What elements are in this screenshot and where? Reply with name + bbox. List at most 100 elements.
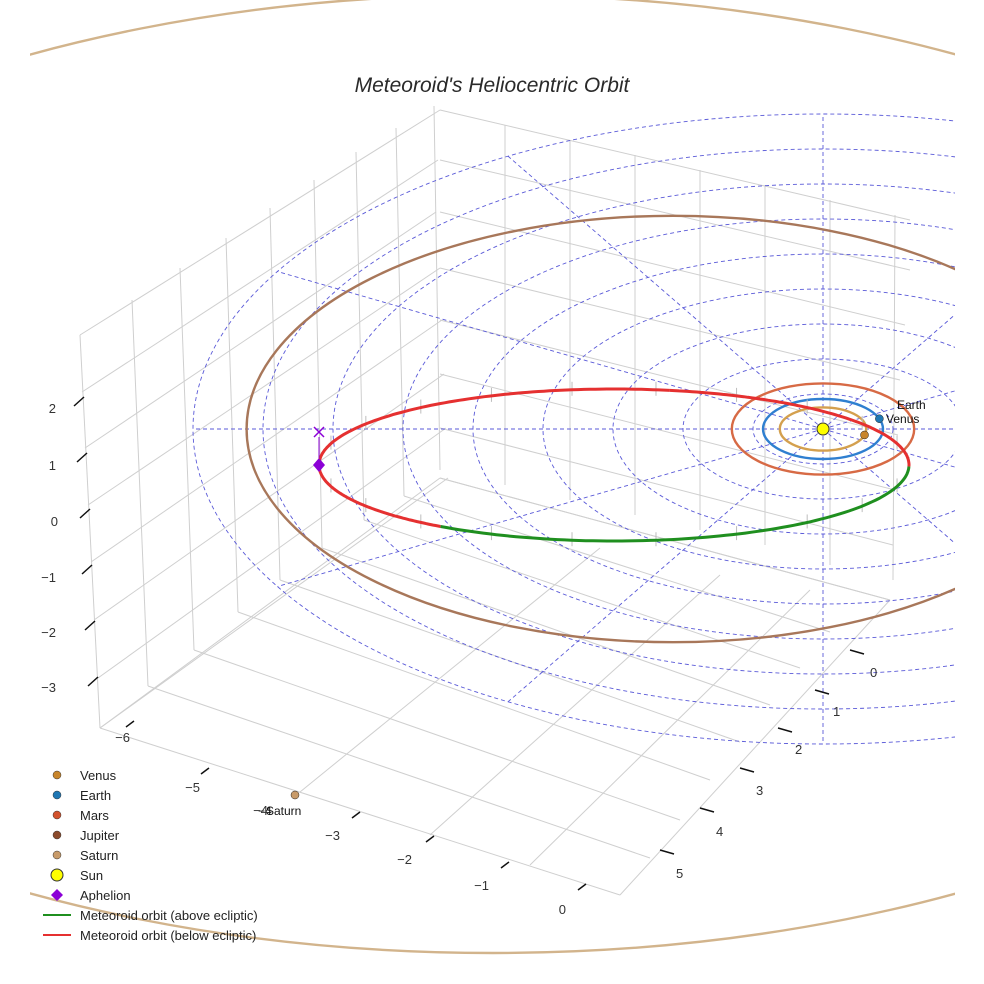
legend-item: Saturn [40, 845, 258, 865]
aphelion-projection [313, 426, 325, 438]
meteoroid-orbit-below [317, 465, 441, 528]
x-tick-label: −6 [115, 730, 130, 745]
legend-dot [52, 830, 62, 840]
legend-item: Sun [40, 865, 258, 885]
legend-item: Meteoroid orbit (above ecliptic) [40, 905, 258, 925]
planet-label: M [964, 403, 974, 417]
meteoroid-orbit-below [669, 388, 911, 467]
grid-line [439, 109, 911, 221]
legend-swatch-icon [43, 914, 71, 916]
y-tick-mark [739, 767, 755, 773]
grid-line [395, 127, 405, 497]
grid-line [299, 547, 601, 793]
z-tick-mark [84, 620, 96, 631]
legend-label: Earth [80, 787, 112, 803]
legend-item: Meteoroid orbit (below ecliptic) [40, 925, 258, 945]
earth-marker [875, 414, 884, 423]
saturn-marker [290, 790, 300, 800]
grid-line [439, 427, 894, 546]
legend-item: Jupiter [40, 825, 258, 845]
orbit-saturn [30, 0, 955, 955]
x-tick-label: −1 [474, 878, 489, 893]
legend-item: Venus [40, 765, 258, 785]
grid-line [529, 589, 811, 866]
grid-line [99, 477, 449, 729]
planet-label: Earth [897, 398, 926, 412]
legend-label: Meteoroid orbit (below ecliptic) [80, 927, 257, 943]
orbit-earth [761, 397, 885, 461]
legend-swatch-icon [50, 868, 64, 882]
legend-label: Aphelion [80, 887, 131, 903]
grid-line [79, 109, 441, 336]
planet-label: Venus [886, 412, 919, 426]
grid-line [363, 519, 801, 669]
y-tick-label: 1 [833, 704, 840, 719]
grid-line [313, 179, 323, 549]
legend-swatch-icon [52, 850, 62, 860]
meteoroid-orbit-above [440, 466, 911, 543]
grid-line [225, 237, 239, 613]
y-tick-label: 5 [676, 866, 683, 881]
grid-line [269, 207, 281, 581]
grid-line [131, 299, 149, 687]
legend-label: Mars [80, 807, 109, 823]
legend-dot [50, 868, 64, 882]
legend-label: Venus [80, 767, 117, 783]
z-tick-mark [87, 676, 99, 687]
planet-label: Saturn [266, 804, 301, 818]
chart-title: Meteoroid's Heliocentric Orbit [354, 74, 630, 97]
legend-swatch-icon [52, 810, 62, 820]
venus-marker [860, 430, 869, 440]
ecliptic-spoke [822, 428, 955, 544]
legend-swatch-icon [52, 790, 62, 800]
legend-label: Sun [80, 867, 104, 883]
y-tick-mark [814, 689, 830, 695]
z-tick-label: 2 [49, 401, 56, 416]
ecliptic-spoke [277, 428, 824, 587]
z-tick-mark [76, 452, 88, 463]
x-tick-label: −3 [325, 828, 340, 843]
aphelion-marker [313, 458, 325, 472]
y-tick-mark [659, 849, 675, 855]
legend-dot [52, 790, 62, 800]
z-tick-mark [81, 564, 93, 575]
z-tick-mark [73, 396, 85, 407]
y-tick-label: 4 [716, 824, 723, 839]
grid-line [619, 599, 891, 896]
legend-label: Saturn [80, 847, 119, 863]
grid-line [439, 211, 906, 326]
legend-dot [52, 850, 62, 860]
legend-diamond [51, 889, 63, 901]
x-tick-mark [125, 720, 135, 728]
orbit-mars [730, 382, 916, 476]
grid-line [433, 105, 441, 471]
legend-item: Aphelion [40, 885, 258, 905]
grid-line [439, 319, 899, 436]
grid-line [355, 151, 365, 521]
y-tick-label: 2 [795, 742, 802, 757]
legend: Venus Earth Mars Jupiter Saturn Sun Aphelion Me… [40, 765, 258, 945]
legend-item: Mars [40, 805, 258, 825]
axis-ticks: 2 1 0 −1 −2 −3 −6 −5 −4 −3 −2 −1 0 0 1 2 3 4 5 [41, 396, 877, 917]
planet-orbits [30, 0, 955, 955]
legend-swatch-icon [52, 830, 62, 840]
ecliptic-grid [192, 113, 955, 745]
sun-marker [816, 422, 830, 436]
x-tick-label: 0 [559, 902, 566, 917]
y-tick-label: 3 [756, 783, 763, 798]
y-tick-mark [699, 807, 715, 813]
orbit-jupiter [245, 214, 955, 644]
ecliptic-spoke [822, 428, 955, 468]
legend-swatch-icon [51, 889, 63, 901]
x-tick-mark [577, 883, 587, 891]
x-tick-label: −2 [397, 852, 412, 867]
orbit-venus [778, 406, 868, 452]
z-tick-label: 0 [51, 514, 58, 529]
grid-line [81, 159, 439, 393]
grid-line [892, 214, 896, 581]
ecliptic-spoke [822, 390, 955, 430]
grid-line [403, 495, 831, 633]
grid-line [179, 267, 195, 651]
